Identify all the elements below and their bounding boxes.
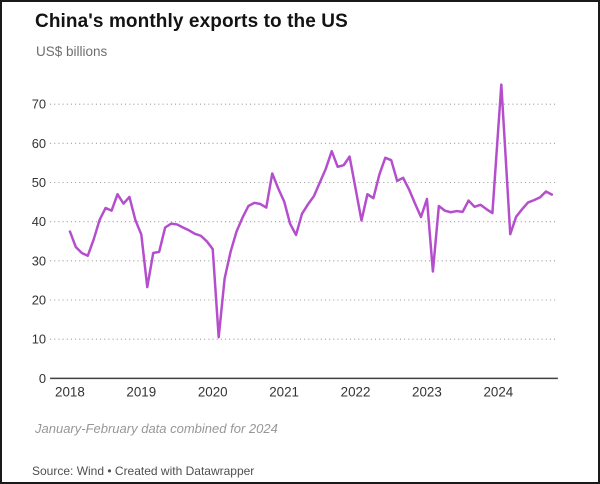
y-tick-label: 10 bbox=[32, 332, 46, 347]
y-tick-label: 30 bbox=[32, 253, 46, 268]
x-tick-label: 2020 bbox=[198, 385, 228, 400]
exports-data-line bbox=[68, 83, 554, 339]
chart-title: China's monthly exports to the US bbox=[35, 11, 348, 32]
chart-footnote: January-February data combined for 2024 bbox=[35, 421, 278, 436]
y-tick-label: 0 bbox=[39, 371, 46, 386]
x-tick-label: 2019 bbox=[126, 385, 156, 400]
y-tick-label: 70 bbox=[32, 97, 46, 112]
x-tick-label: 2023 bbox=[412, 385, 442, 400]
y-tick-label: 60 bbox=[32, 136, 46, 151]
x-tick-label: 2021 bbox=[269, 385, 299, 400]
chart-subtitle: US$ billions bbox=[36, 44, 108, 59]
x-tick-label: 2022 bbox=[341, 385, 371, 400]
y-tick-label: 20 bbox=[32, 292, 46, 307]
x-tick-label: 2018 bbox=[55, 385, 85, 400]
y-tick-label: 40 bbox=[32, 214, 46, 229]
x-tick-label: 2024 bbox=[483, 385, 513, 400]
y-tick-label: 50 bbox=[32, 175, 46, 190]
source-line: Source: Wind • Created with Datawrapper bbox=[32, 464, 255, 478]
